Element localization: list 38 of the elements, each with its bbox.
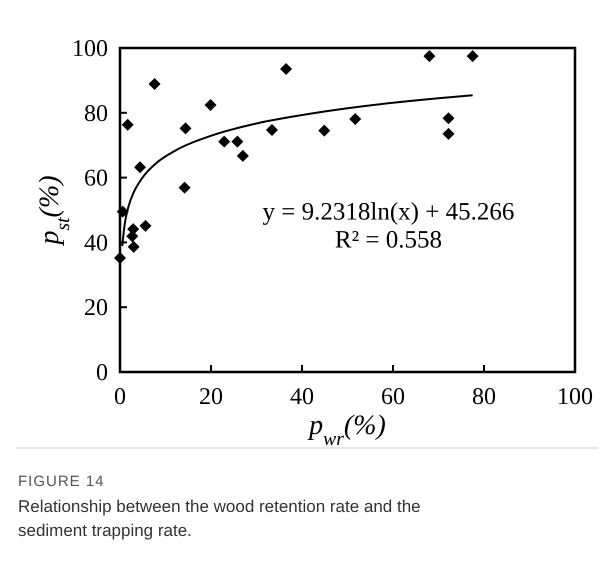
- annotation: y = 9.2318ln(x) + 45.266: [262, 198, 514, 226]
- point: [116, 206, 129, 218]
- point: [318, 124, 330, 137]
- text: FIGURE 14: [18, 473, 105, 490]
- x-tick-label: 80: [472, 384, 496, 410]
- y-tick-label: 40: [84, 230, 108, 256]
- point: [442, 128, 455, 140]
- point: [349, 112, 362, 125]
- point: [114, 252, 126, 264]
- point: [218, 136, 230, 148]
- annotation: R² = 0.558: [334, 226, 442, 254]
- point: [128, 240, 140, 253]
- x-tick-label: 100: [557, 384, 593, 410]
- x-axis-title: p$_{wr}$(%): [307, 410, 386, 450]
- point: [236, 150, 249, 162]
- point: [204, 99, 217, 112]
- point: [442, 112, 455, 124]
- y-tick-label: 100: [72, 36, 108, 62]
- text: Relationship between the wood retention rate and the sediment trapping rate.: [18, 497, 421, 540]
- x-tick-label: 0: [114, 384, 126, 410]
- point: [280, 63, 292, 76]
- y-tick-label: 20: [84, 295, 108, 322]
- x-tick-label: 20: [199, 384, 223, 410]
- point: [466, 50, 479, 62]
- x-tick-label: 40: [290, 384, 314, 410]
- point: [423, 50, 436, 62]
- point: [180, 122, 192, 134]
- point: [122, 118, 134, 131]
- y-tick-label: 80: [84, 100, 108, 127]
- point: [178, 182, 191, 194]
- y-tick-label: 0: [96, 360, 108, 386]
- y-tick-label: 60: [84, 166, 108, 192]
- point: [231, 136, 244, 148]
- point: [139, 220, 152, 232]
- point: [148, 78, 161, 90]
- x-tick-label: 60: [381, 384, 405, 410]
- point: [134, 161, 146, 174]
- point: [266, 124, 278, 136]
